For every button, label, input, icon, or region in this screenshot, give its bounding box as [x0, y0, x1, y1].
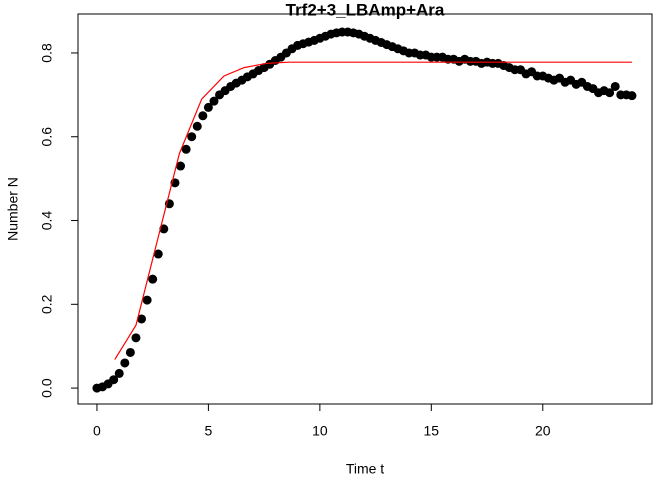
y-tick-label: 0.4	[39, 211, 55, 231]
data-point	[153, 249, 163, 259]
chart-title: Trf2+3_LBAmp+Ara	[286, 0, 445, 19]
data-point	[131, 333, 141, 343]
data-point	[176, 161, 186, 171]
x-tick-label: 10	[312, 423, 328, 439]
x-tick-label: 5	[205, 423, 213, 439]
data-point	[198, 111, 208, 121]
y-tick-label: 0.2	[39, 294, 55, 314]
x-tick-label: 20	[535, 423, 551, 439]
data-point	[192, 121, 202, 131]
data-point	[605, 88, 615, 98]
y-tick-label: 0.0	[39, 378, 55, 398]
y-tick-label: 0.6	[39, 127, 55, 147]
data-point	[181, 144, 191, 154]
data-point	[209, 96, 219, 106]
data-point	[142, 295, 152, 305]
data-point	[610, 81, 620, 91]
data-point	[627, 91, 637, 101]
data-point	[125, 347, 135, 357]
data-point	[187, 132, 197, 142]
data-point	[109, 375, 119, 385]
data-point	[120, 358, 130, 368]
x-tick-label: 15	[424, 423, 440, 439]
data-point	[159, 224, 169, 234]
data-point	[203, 102, 213, 112]
y-axis-label: Number N	[5, 177, 21, 241]
data-point	[148, 274, 158, 284]
y-tick-label: 0.8	[39, 43, 55, 63]
x-axis-label: Time t	[346, 461, 384, 477]
data-point	[137, 314, 147, 324]
x-tick-label: 0	[93, 423, 101, 439]
data-point	[114, 368, 124, 378]
fit-line	[114, 61, 632, 360]
plot-box	[77, 13, 653, 405]
